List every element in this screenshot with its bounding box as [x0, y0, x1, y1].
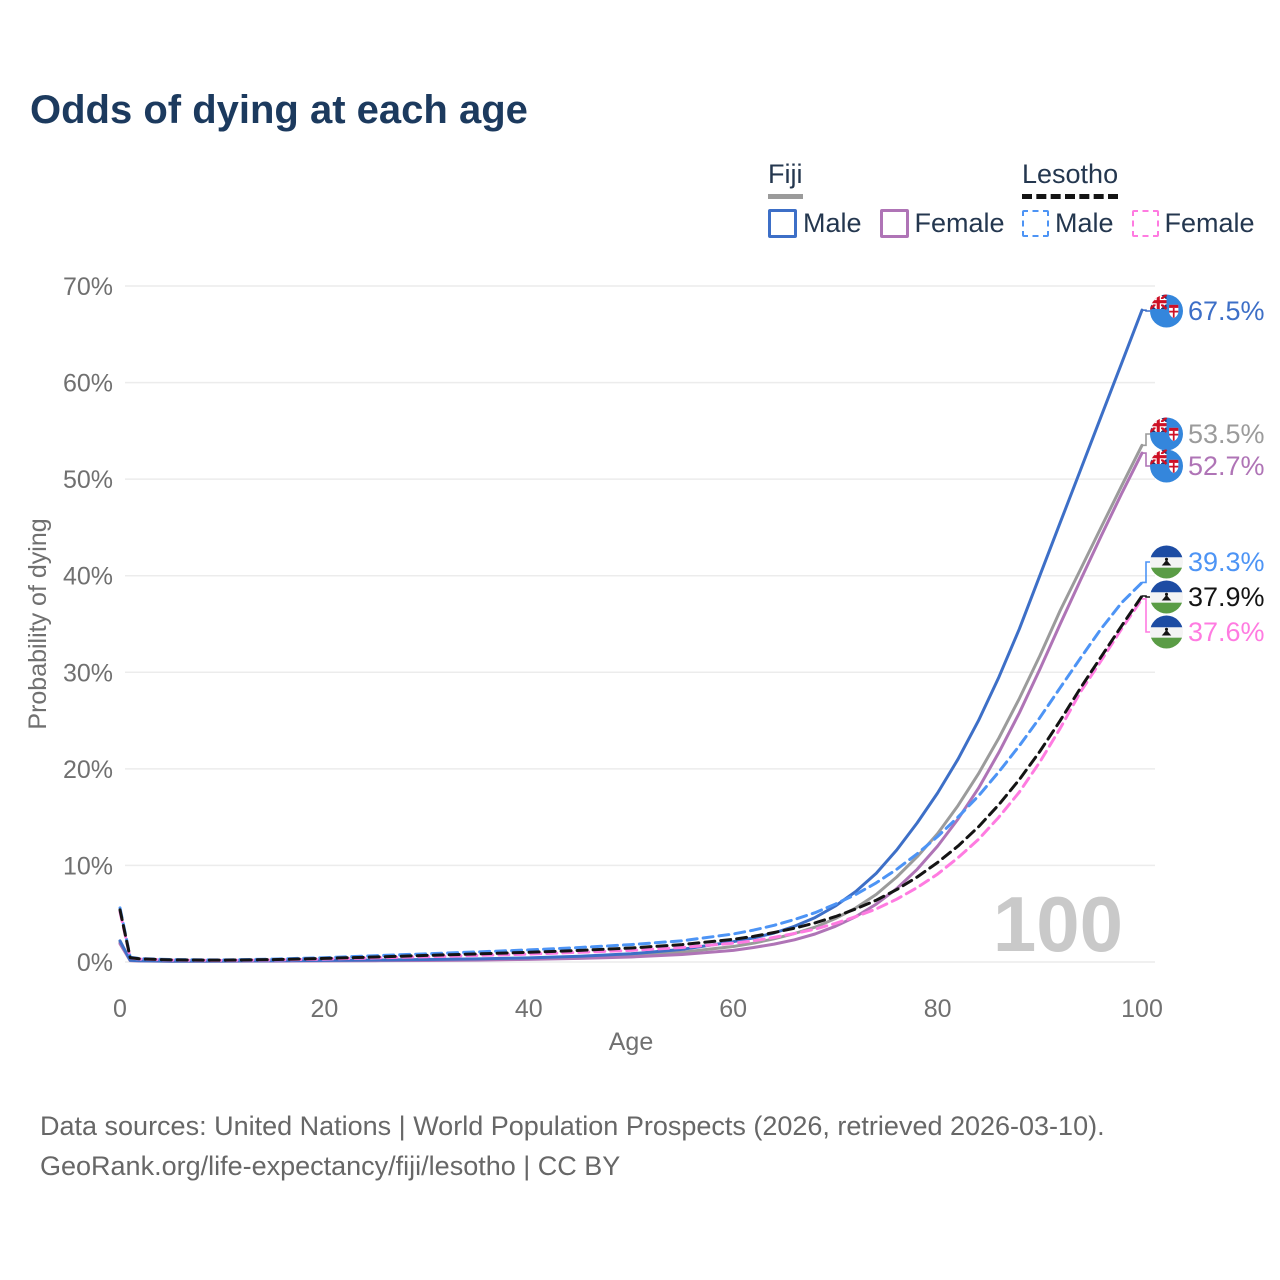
- y-tick-label-0: 0%: [77, 949, 113, 977]
- end-connector-fiji-male: [1142, 309, 1150, 312]
- end-connector-fiji-both-sexes-: [1142, 433, 1150, 447]
- lesotho-female-checkbox-icon[interactable]: [1131, 209, 1159, 237]
- lesotho-male-checkbox-icon[interactable]: [1022, 209, 1049, 237]
- legend-lesotho-female-label: Female: [1164, 207, 1255, 238]
- series-line-fiji-male: [118, 308, 1144, 963]
- end-value-label-fiji-female: 52.7%: [1188, 451, 1265, 481]
- end-value-label-fiji-male: 67.5%: [1188, 296, 1265, 326]
- fiji-female-checkbox-icon[interactable]: [879, 208, 909, 238]
- end-value-label-lesotho-both-sexes-: 37.9%: [1188, 582, 1265, 612]
- y-tick-label-70: 70%: [63, 273, 113, 301]
- y-tick-label-10: 10%: [63, 852, 113, 880]
- series-line-lesotho-female: [118, 597, 1144, 962]
- legend-lesotho-title: Lesotho: [1022, 159, 1119, 199]
- fiji-flag-icon: [1150, 450, 1183, 483]
- line-chart: 0% 10% 20% 30% 40% 50% 60% 70% 0 20 40 60 80 100 Age Pr…: [24, 273, 1265, 1056]
- legend-fiji-female[interactable]: Female: [879, 207, 1005, 239]
- end-value-label-lesotho-male: 39.3%: [1188, 547, 1265, 577]
- footer-datasources: Data sources: United Nations | World Pop…: [40, 1111, 1105, 1141]
- end-value-label-fiji-both-sexes-: 53.5%: [1188, 419, 1265, 449]
- lesotho-flag-icon: [1150, 581, 1183, 614]
- x-tick-label-60: 60: [719, 995, 747, 1023]
- end-value-label-lesotho-female: 37.6%: [1188, 617, 1265, 647]
- age-watermark: 100: [993, 880, 1123, 968]
- y-tick-label-20: 20%: [63, 756, 113, 784]
- chart-render-root: 0% 10% 20% 30% 40% 50% 60% 70% 0 20 40 60 80 100 Age Pr…: [24, 273, 1265, 1056]
- legend-fiji-male[interactable]: Male: [768, 208, 862, 239]
- x-axis-title: Age: [609, 1028, 653, 1056]
- legend-lesotho-male[interactable]: Male: [1022, 208, 1114, 239]
- x-tick-label-100: 100: [1121, 995, 1163, 1023]
- legend-lesotho-female[interactable]: Female: [1131, 207, 1255, 239]
- legend-group-fiji: Fiji Male Female: [768, 159, 1005, 239]
- y-tick-label-30: 30%: [63, 659, 113, 687]
- x-tick-label-0: 0: [113, 995, 127, 1023]
- footer-attribution: GeoRank.org/life-expectancy/fiji/lesotho…: [40, 1151, 621, 1181]
- lesotho-flag-icon: [1150, 616, 1183, 649]
- end-connector-lesotho-both-sexes-: [1142, 595, 1150, 598]
- lesotho-flag-icon: [1150, 546, 1183, 579]
- series-line-lesotho-both-sexes-: [118, 594, 1144, 962]
- y-tick-label-40: 40%: [63, 563, 113, 591]
- legend-fiji-title: Fiji: [768, 159, 803, 199]
- legend-fiji-items: Male Female: [768, 208, 1005, 239]
- page-title: Odds of dying at each age: [30, 88, 528, 132]
- x-tick-label-80: 80: [924, 995, 952, 1023]
- fiji-male-checkbox-icon[interactable]: [768, 208, 797, 238]
- fiji-flag-icon: [1150, 295, 1183, 328]
- y-tick-label-60: 60%: [63, 370, 113, 398]
- legend-lesotho-items: Male Female: [1022, 208, 1255, 239]
- end-connector-lesotho-male: [1142, 561, 1150, 584]
- legend-group-lesotho: Lesotho Male Female: [1022, 159, 1255, 239]
- series-line-fiji-female: [118, 451, 1144, 963]
- x-tick-label-20: 20: [310, 995, 338, 1023]
- footer: Data sources: United Nations | World Pop…: [40, 1106, 1105, 1186]
- x-tick-label-40: 40: [515, 995, 543, 1023]
- legend-lesotho-male-label: Male: [1055, 207, 1114, 238]
- legend-fiji-female-label: Female: [914, 207, 1005, 238]
- end-connector-fiji-female: [1142, 452, 1150, 467]
- legend-fiji-male-label: Male: [803, 207, 862, 238]
- y-axis-title: Probability of dying: [24, 518, 52, 729]
- fiji-flag-icon: [1150, 418, 1183, 451]
- series-line-fiji-both-sexes-: [118, 443, 1144, 963]
- end-connector-lesotho-female: [1142, 598, 1150, 633]
- y-tick-label-50: 50%: [63, 466, 113, 494]
